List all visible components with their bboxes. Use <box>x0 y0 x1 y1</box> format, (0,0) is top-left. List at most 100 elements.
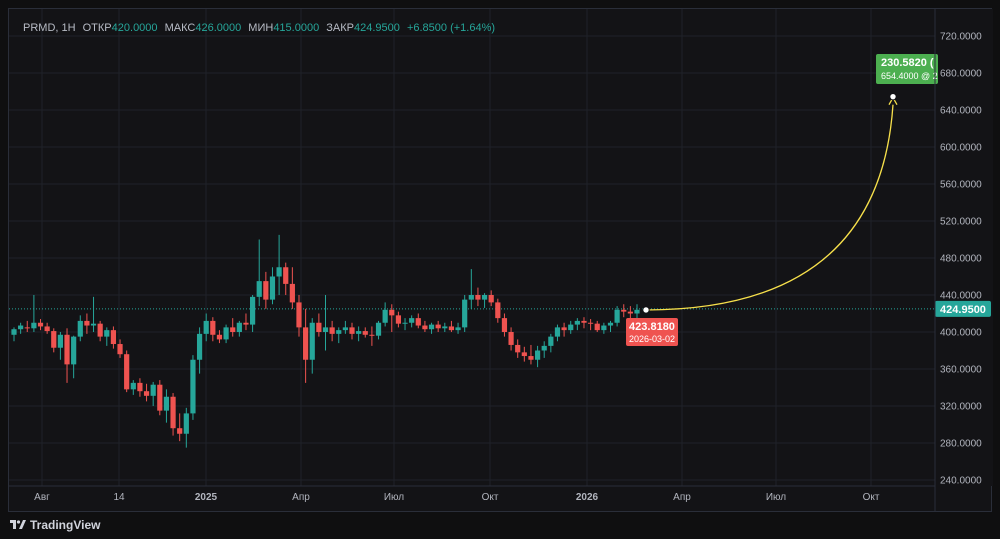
candle-body <box>495 302 501 319</box>
time-tick-label: Окт <box>482 492 499 503</box>
price-tick-label: 480.0000 <box>940 254 982 265</box>
tradingview-logo[interactable]: TradingView <box>10 518 100 532</box>
price-tick-label: 280.0000 <box>940 439 982 450</box>
projection-target-change: 230.5820 ( <box>881 57 934 69</box>
candle-body <box>143 391 150 396</box>
candle-body <box>269 276 276 300</box>
candle-body <box>581 320 587 323</box>
candle-body <box>24 327 30 329</box>
time-tick-label: Апр <box>673 492 691 503</box>
candle-series <box>11 234 640 448</box>
candle-body <box>336 330 342 334</box>
projection-start-date: 2026-03-02 <box>629 334 675 344</box>
projection-start-badge <box>626 318 678 346</box>
candle-body <box>362 331 368 335</box>
candle-body <box>210 320 216 335</box>
time-tick-label: Авг <box>34 492 50 503</box>
candle-body <box>561 327 567 331</box>
candle-body <box>190 359 196 414</box>
candle-body <box>402 322 408 324</box>
candle-body <box>256 281 262 297</box>
candle-body <box>356 331 362 334</box>
candle-body <box>409 318 415 323</box>
candle-body <box>395 315 402 324</box>
high-value: 426.0000 <box>195 22 242 34</box>
candle-body <box>588 322 594 324</box>
time-tick-label: Апр <box>292 492 310 503</box>
candle-body <box>263 281 269 300</box>
price-tick-label: 720.0000 <box>940 32 982 43</box>
price-axis[interactable]: 720.0000 680.0000 640.0000 600.0000 560.0000… <box>934 9 993 513</box>
time-tick-label: 2025 <box>195 492 218 503</box>
last-price-badge <box>935 300 991 317</box>
candle-body <box>415 318 421 326</box>
candle-body <box>104 330 110 337</box>
candle-body <box>389 309 395 316</box>
candle-body <box>375 322 382 336</box>
candle-body <box>515 344 521 353</box>
tradingview-label: TradingView <box>30 518 101 532</box>
time-axis[interactable]: Авг 14 2025 Апр Июл Окт 2026 Апр Июл Окт <box>34 492 880 503</box>
candle-body <box>124 354 130 390</box>
time-tick-label: Июл <box>766 492 786 503</box>
grid <box>9 9 935 487</box>
candle-body <box>462 299 468 328</box>
chart-panel[interactable]: 423.8180 2026-03-02 230.5820 (654.4000 @ 2… <box>8 8 993 513</box>
candle-body <box>303 327 309 360</box>
candle-body <box>329 327 335 334</box>
time-tick-label: 14 <box>113 492 125 503</box>
low-value: 415.0000 <box>273 22 320 34</box>
candle-body <box>541 345 547 351</box>
projection-target-price: 654.4000 @ 2 <box>881 71 938 81</box>
candle-body <box>37 322 44 327</box>
candle-body <box>488 295 494 303</box>
open-label: ОТКР <box>82 22 112 34</box>
candle-body <box>554 327 561 337</box>
candle-body <box>521 352 527 357</box>
candle-body <box>117 344 123 355</box>
price-tick-label: 440.0000 <box>940 291 982 302</box>
footer: TradingView <box>0 512 1000 539</box>
candle-body <box>216 334 223 340</box>
price-tick-label: 520.0000 <box>940 217 982 228</box>
projection-end-point <box>889 92 897 101</box>
candle-body <box>183 413 189 434</box>
price-tick-label: 400.0000 <box>940 328 982 339</box>
candle-body <box>481 295 488 300</box>
candle-body <box>163 396 170 411</box>
price-tick-label: 640.0000 <box>940 106 982 117</box>
candle-body <box>150 384 156 396</box>
price-tick-label: 680.0000 <box>940 69 982 80</box>
candle-body <box>203 320 209 334</box>
candle-body <box>289 283 295 303</box>
candle-body <box>77 320 83 337</box>
candle-body <box>236 322 242 332</box>
tradingview-icon <box>10 520 26 529</box>
candle-body <box>574 320 580 325</box>
candle-body <box>568 324 574 331</box>
candle-body <box>137 382 143 392</box>
candle-body <box>283 267 289 284</box>
candle-body <box>468 295 474 300</box>
candle-body <box>130 382 136 390</box>
candle-body <box>594 323 600 331</box>
candle-body <box>223 327 229 340</box>
candle-body <box>97 323 103 337</box>
time-tick-label: Окт <box>863 492 880 503</box>
symbol-label[interactable]: PRMD, 1H <box>23 22 76 34</box>
candle-body <box>230 327 236 332</box>
candle-body <box>18 325 24 330</box>
candle-body <box>435 324 441 329</box>
candle-body <box>442 326 448 329</box>
candle-body <box>448 326 455 331</box>
candle-body <box>621 309 627 312</box>
candle-body <box>369 334 375 336</box>
candle-body <box>422 325 428 330</box>
candle-body <box>342 327 348 331</box>
open-value: 420.0000 <box>111 22 158 34</box>
projection-target-badge <box>876 54 938 84</box>
candle-body <box>276 267 282 277</box>
time-tick-label: Июл <box>384 492 404 503</box>
